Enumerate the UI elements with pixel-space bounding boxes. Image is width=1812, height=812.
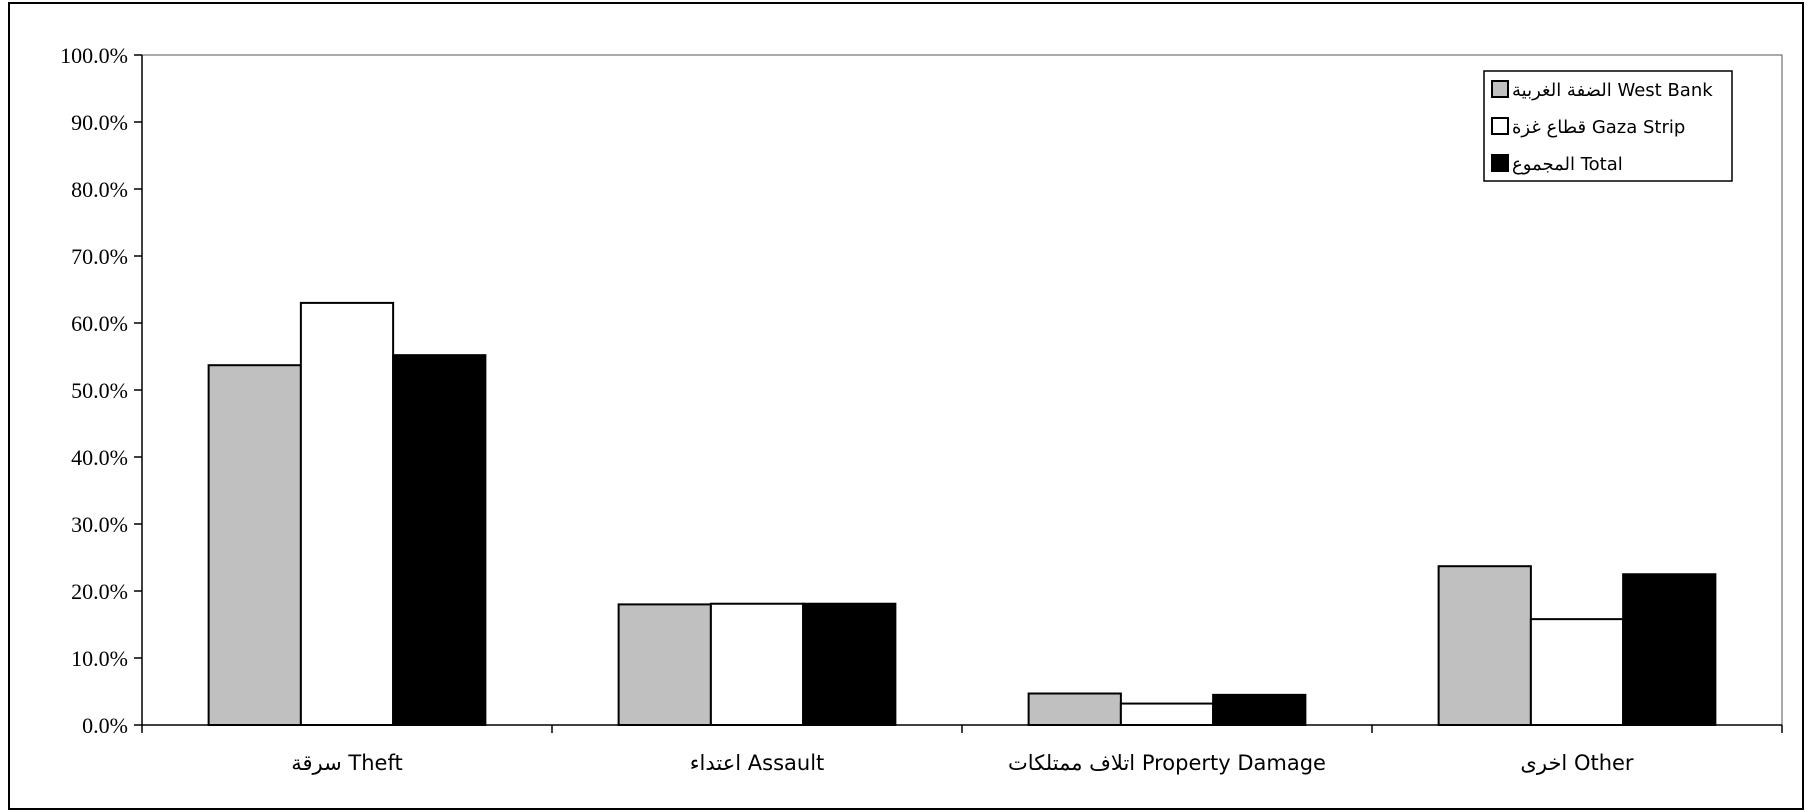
y-tick-label: 0.0% bbox=[82, 713, 128, 738]
legend-swatch bbox=[1491, 117, 1509, 135]
bar-1-1 bbox=[709, 602, 805, 726]
legend-label: المجموع Total bbox=[1512, 154, 1623, 175]
bar-2-0 bbox=[392, 354, 487, 726]
bar-0-2 bbox=[1027, 692, 1122, 727]
bars bbox=[207, 301, 1717, 727]
y-tick-label: 90.0% bbox=[71, 110, 128, 135]
legend-box bbox=[1483, 70, 1733, 182]
bar-0-1 bbox=[617, 603, 712, 727]
bar-0-3 bbox=[1437, 565, 1532, 727]
bar-2-2 bbox=[1212, 693, 1307, 726]
y-tick-label: 80.0% bbox=[71, 177, 128, 202]
bar-2-1 bbox=[802, 602, 897, 726]
x-axis: سرقة Theft اعتداء Assault اتلاف ممتلكات Pr… bbox=[141, 724, 1783, 775]
x-category-label: اخرى Other bbox=[1520, 751, 1634, 775]
y-tick-label: 60.0% bbox=[71, 311, 128, 336]
legend-swatch bbox=[1491, 80, 1509, 98]
y-tick-label: 100.0% bbox=[60, 43, 128, 68]
x-category-label: اتلاف ممتلكات Property Damage bbox=[1008, 751, 1326, 775]
legend-label: قطاع غزة Gaza Strip bbox=[1512, 117, 1685, 138]
y-tick-label: 10.0% bbox=[71, 646, 128, 671]
x-category-label: اعتداء Assault bbox=[690, 751, 825, 775]
bar-1-0 bbox=[299, 301, 395, 726]
legend-swatch bbox=[1491, 154, 1509, 172]
legend-label: الضفة الغربية West Bank bbox=[1512, 80, 1713, 101]
bar-0-0 bbox=[207, 364, 302, 726]
bar-1-3 bbox=[1529, 618, 1625, 727]
y-tick-label: 20.0% bbox=[71, 579, 128, 604]
bar-1-2 bbox=[1119, 702, 1215, 726]
y-tick-label: 50.0% bbox=[71, 378, 128, 403]
y-tick-label: 70.0% bbox=[71, 244, 128, 269]
legend: الضفة الغربية West Bank قطاع غزة Gaza Str… bbox=[1483, 70, 1733, 182]
bar-2-3 bbox=[1622, 573, 1717, 726]
y-axis: 0.0% 10.0% 20.0% 30.0% 40.0% 50.0% 60.0% 70.0% 8… bbox=[60, 43, 143, 738]
x-category-label: سرقة Theft bbox=[291, 751, 402, 775]
y-tick-label: 30.0% bbox=[71, 512, 128, 537]
y-tick-label: 40.0% bbox=[71, 445, 128, 470]
